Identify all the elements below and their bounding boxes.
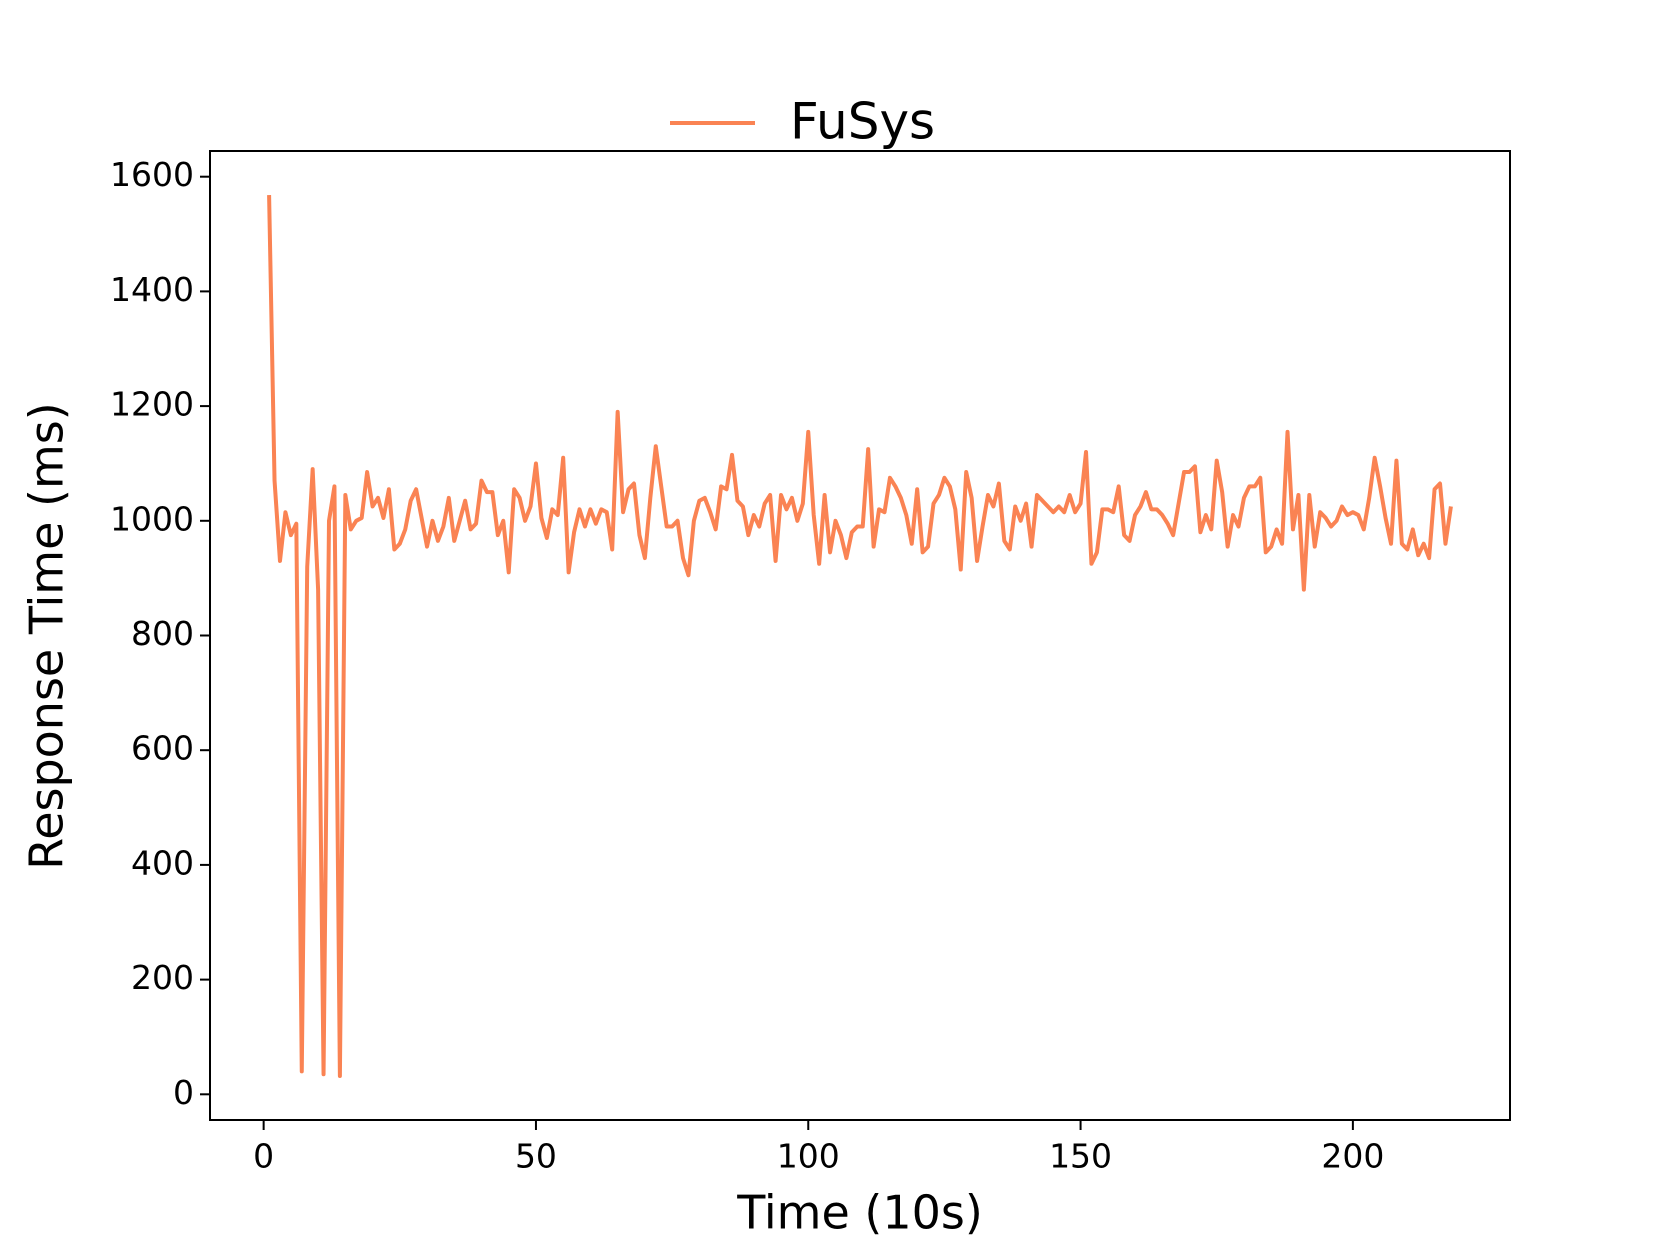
legend-label: FuSys (790, 93, 935, 151)
x-tick-label: 100 (777, 1137, 840, 1176)
y-tick-label: 200 (131, 958, 194, 997)
y-tick-label: 0 (173, 1073, 194, 1112)
y-tick-label: 1000 (110, 499, 194, 538)
y-tick-label: 600 (131, 729, 194, 768)
y-tick-label: 1200 (110, 385, 194, 424)
x-tick-label: 200 (1321, 1137, 1384, 1176)
y-tick-label: 400 (131, 843, 194, 882)
plot-frame (209, 150, 1511, 1121)
y-axis-label: Response Time (ms) (20, 402, 74, 869)
y-tick-label: 1400 (110, 270, 194, 309)
data-line (267, 195, 1453, 1078)
x-tick-label: 50 (515, 1137, 557, 1176)
x-tick-label: 0 (253, 1137, 274, 1176)
x-tick-label: 150 (1049, 1137, 1112, 1176)
y-tick-label: 800 (131, 614, 194, 653)
y-tick-label: 1600 (110, 155, 194, 194)
x-axis-label: Time (10s) (736, 1186, 983, 1240)
